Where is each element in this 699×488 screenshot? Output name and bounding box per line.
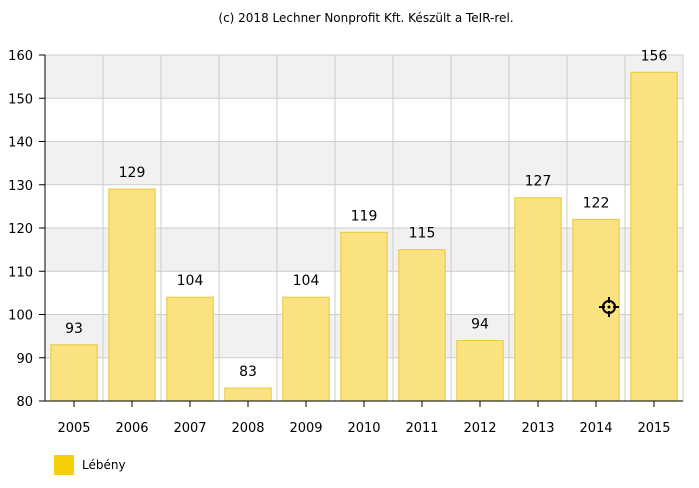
crosshair-cursor-icon: [599, 297, 619, 317]
y-tick-label: 100: [8, 309, 33, 324]
y-tick-label: 90: [16, 352, 33, 367]
data-label-2009: 104: [293, 273, 320, 289]
bar-2015: [630, 71, 678, 402]
data-label-2014: 122: [583, 195, 610, 211]
data-label-2008: 83: [239, 364, 257, 380]
data-label-2005: 93: [65, 321, 83, 337]
x-tick-label-2013: 2013: [521, 421, 554, 436]
x-tick-label-2008: 2008: [231, 421, 264, 436]
x-tick-label-2007: 2007: [173, 421, 206, 436]
credit-text: (c) 2018 Lechner Nonprofit Kft. Készült …: [218, 11, 513, 25]
y-tick-label: 140: [8, 136, 33, 151]
x-tick-label-2012: 2012: [463, 421, 496, 436]
y-tick-label: 120: [8, 222, 33, 237]
data-label-2011: 115: [409, 226, 436, 242]
x-tick-label-2014: 2014: [579, 421, 612, 436]
bar-2008: [224, 387, 272, 402]
bar-2012: [456, 339, 504, 402]
x-tick-label-2011: 2011: [405, 421, 438, 436]
bar-2010: [340, 231, 388, 402]
y-tick-label: 150: [8, 92, 33, 107]
y-tick-label: 160: [8, 49, 33, 64]
bar-2011: [398, 249, 446, 402]
data-label-2013: 127: [525, 174, 552, 190]
y-axis-ticks: 80 90 100 110 120 130 140 150 160: [8, 49, 45, 410]
x-tick-label-2010: 2010: [347, 421, 380, 436]
x-tick-label-2015: 2015: [637, 421, 670, 436]
data-label-2012: 94: [471, 316, 489, 332]
y-tick-label: 80: [16, 395, 33, 410]
bar-2007: [166, 296, 214, 402]
bars: [50, 71, 678, 402]
y-tick-label: 130: [8, 179, 33, 194]
bar-2014: [572, 218, 620, 402]
data-label-2010: 119: [351, 208, 378, 224]
data-label-2007: 104: [177, 273, 204, 289]
bar-2009: [282, 296, 330, 402]
bar-2006: [108, 188, 156, 402]
data-label-2006: 129: [119, 165, 146, 181]
x-tick-label-2009: 2009: [289, 421, 322, 436]
legend-label: Lébény: [82, 458, 126, 472]
data-label-2015: 156: [641, 48, 668, 64]
bar-2005: [50, 344, 98, 402]
x-axis-ticks: 2005 2006 2007 2008 2009 2010 2011 2012 2013 2014…: [57, 401, 671, 436]
x-tick-label-2005: 2005: [57, 421, 90, 436]
x-tick-label-2006: 2006: [115, 421, 148, 436]
legend: Lébény: [54, 455, 126, 475]
legend-swatch: [54, 455, 74, 475]
grid-band: [45, 55, 683, 99]
grid-band: [45, 141, 683, 185]
bar-2013: [514, 197, 562, 402]
data-labels: 93 129 104 83 104 119 115 94 127 122 156: [65, 48, 667, 380]
y-tick-label: 110: [8, 265, 33, 280]
